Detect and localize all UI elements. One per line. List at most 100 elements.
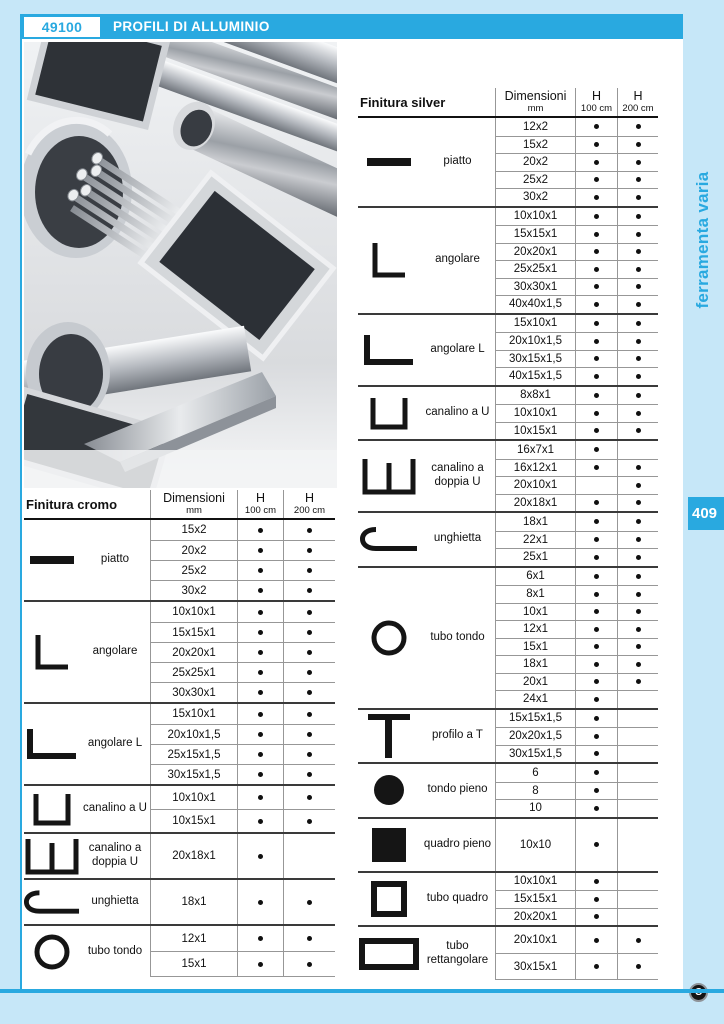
table-row: 25x2: [150, 560, 335, 580]
dimension-cell: 20x10x1,5: [495, 333, 575, 350]
profile-group-unghietta: unghietta 18x1: [24, 878, 335, 924]
h200-availability: [283, 786, 335, 809]
dimension-cell: 12x2: [495, 118, 575, 136]
h100-availability: [575, 459, 617, 476]
h200-availability: [617, 891, 658, 908]
table-row: 6x1: [495, 567, 658, 585]
dimension-cell: 15x1: [495, 638, 575, 655]
dimension-cell: 10x10: [495, 818, 575, 871]
dimension-cell: 15x2: [495, 136, 575, 153]
dimension-cell: 12x1: [495, 621, 575, 638]
profile-name: unghietta: [433, 532, 482, 545]
profile-group-canalino-doppia-u: canalino a doppia U 16x7x1 16x12x1 20x10…: [358, 439, 658, 511]
availability-dot: [635, 428, 641, 434]
availability-dot: [594, 609, 599, 615]
h200-availability: [283, 541, 335, 560]
profile-rows: 20x10x1 30x15x1: [495, 927, 658, 980]
table-row: 18x1: [495, 513, 658, 531]
table-row: 20x18x1: [150, 834, 335, 878]
table-row: 30x2: [495, 188, 658, 206]
h200-availability: [617, 927, 658, 953]
availability-dot: [635, 159, 641, 165]
profile-label-cell: canalino a doppia U: [358, 441, 495, 511]
table-row: 10x15x1: [150, 809, 335, 832]
h200-availability: [617, 800, 658, 817]
table-row: 15x1: [150, 951, 335, 976]
h200-availability: [617, 136, 658, 153]
availability-dot: [635, 284, 641, 290]
dimension-cell: 15x10x1: [150, 704, 237, 724]
h100-availability: [575, 422, 617, 439]
availability-dot: [258, 670, 263, 675]
h100-availability: [575, 350, 617, 367]
profilo-t-icon: [358, 712, 420, 760]
availability-dot: [258, 772, 263, 777]
availability-dot: [594, 392, 599, 398]
h100-availability: [237, 810, 283, 832]
dimension-cell: 25x15x1,5: [150, 745, 237, 764]
availability-dot: [594, 284, 599, 290]
h200-availability: [617, 118, 658, 136]
availability-dot: [635, 519, 641, 525]
availability-dot: [594, 573, 599, 579]
availability-dot: [594, 715, 599, 721]
h100-availability: [575, 405, 617, 422]
table-row: 20x10x1,5: [495, 332, 658, 350]
availability-dot: [635, 626, 641, 632]
table-row: 15x1: [495, 637, 658, 655]
availability-dot: [594, 896, 599, 902]
unghietta-icon: [24, 889, 80, 915]
h200-availability: [283, 725, 335, 744]
availability-dot: [635, 231, 641, 237]
table-row: 25x15x1,5: [150, 744, 335, 764]
availability-dot: [258, 609, 263, 615]
profile-group-canalino-doppia-u: canalino a doppia U 20x18x1: [24, 832, 335, 878]
availability-dot: [594, 914, 599, 920]
h100-availability: [237, 880, 283, 924]
profile-rows: 12x2 15x2 20x2 25x2 30x2: [495, 118, 658, 206]
h100-availability: [237, 952, 283, 976]
availability-dot: [594, 554, 599, 560]
profile-name: angolare: [435, 253, 480, 266]
column-header-dimensions: Dimensioni mm: [495, 88, 575, 116]
profile-rows: 8x8x1 10x10x1 10x15x1: [495, 386, 658, 439]
table-row: 15x15x1: [150, 622, 335, 642]
table-row: 20x2: [495, 153, 658, 171]
h200-availability: [617, 638, 658, 655]
profile-group-unghietta: unghietta 18x1 22x1 25x1: [358, 511, 658, 566]
table-row: 30x30x1: [150, 682, 335, 702]
table-row: 20x1: [495, 672, 658, 690]
h200-availability: [617, 728, 658, 745]
availability-dot: [635, 142, 641, 148]
dimension-cell: 10: [495, 800, 575, 817]
availability-dot: [307, 899, 312, 905]
profile-name: tubo tondo: [87, 944, 143, 957]
h200-availability: [283, 663, 335, 682]
h200-availability: [283, 561, 335, 580]
profile-group-angolare-l: angolare L 15x10x1 20x10x1,5 25x15x1,5 3…: [24, 702, 335, 784]
h100-availability: [575, 567, 617, 585]
h100-availability: [575, 603, 617, 620]
table-row: 10x10: [495, 818, 658, 871]
table-row: 6: [495, 764, 658, 782]
canalino-u-icon: [358, 396, 420, 430]
profile-rows: 10x10x1 10x15x1: [150, 786, 335, 832]
availability-dot: [594, 465, 599, 471]
tubo-rettangolare-icon: [358, 937, 420, 970]
tondo-pieno-icon: [358, 774, 420, 806]
availability-dot: [594, 428, 599, 434]
table-row: 10x10x1: [495, 404, 658, 422]
availability-dot: [594, 937, 599, 943]
table-row: 16x12x1: [495, 458, 658, 476]
h100-availability: [575, 638, 617, 655]
dimension-cell: 18x1: [150, 880, 237, 924]
h200-availability: [283, 581, 335, 600]
table-row: 20x10x1: [495, 476, 658, 494]
bottom-accent-bar: [0, 989, 724, 993]
availability-dot: [594, 751, 599, 757]
profile-name: angolare L: [430, 342, 485, 355]
availability-dot: [258, 752, 263, 757]
dimension-cell: 20x20x1: [495, 908, 575, 925]
availability-dot: [258, 961, 263, 967]
availability-dot: [594, 661, 599, 667]
